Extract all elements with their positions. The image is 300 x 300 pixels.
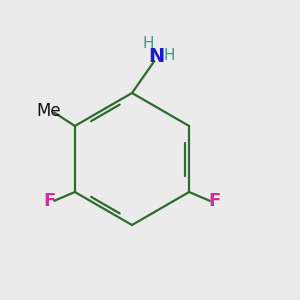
Text: H: H bbox=[164, 48, 175, 63]
Text: F: F bbox=[43, 192, 56, 210]
Text: F: F bbox=[208, 192, 221, 210]
Text: Me: Me bbox=[37, 102, 61, 120]
Text: H: H bbox=[142, 36, 154, 51]
Text: N: N bbox=[148, 47, 165, 66]
